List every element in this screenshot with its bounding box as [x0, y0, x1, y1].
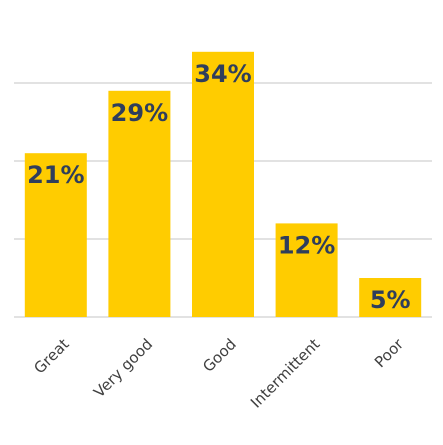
x-tick-label-intermittent: Intermittent — [247, 335, 324, 412]
bars — [24, 51, 422, 318]
x-tick-label-good: Good — [199, 335, 240, 376]
data-labels: 21% 29% 34% 12% 5% — [27, 60, 411, 314]
bar-great — [24, 153, 87, 317]
bar-very-good — [108, 90, 171, 317]
bar-intermittent — [275, 223, 338, 317]
x-tick-label-poor: Poor — [371, 335, 408, 372]
x-axis-tick-labels: Great Very good Good Intermittent Poor — [30, 335, 407, 412]
bar-poor — [359, 278, 422, 317]
data-label-good: 34% — [194, 60, 251, 88]
data-label-poor: 5% — [370, 286, 411, 314]
x-tick-label-very-good: Very good — [90, 335, 156, 401]
bar-good — [192, 51, 254, 318]
data-label-very-good: 29% — [111, 99, 168, 127]
x-tick-label-great: Great — [30, 335, 72, 377]
data-label-great: 21% — [27, 161, 84, 189]
data-label-intermittent: 12% — [278, 231, 335, 259]
